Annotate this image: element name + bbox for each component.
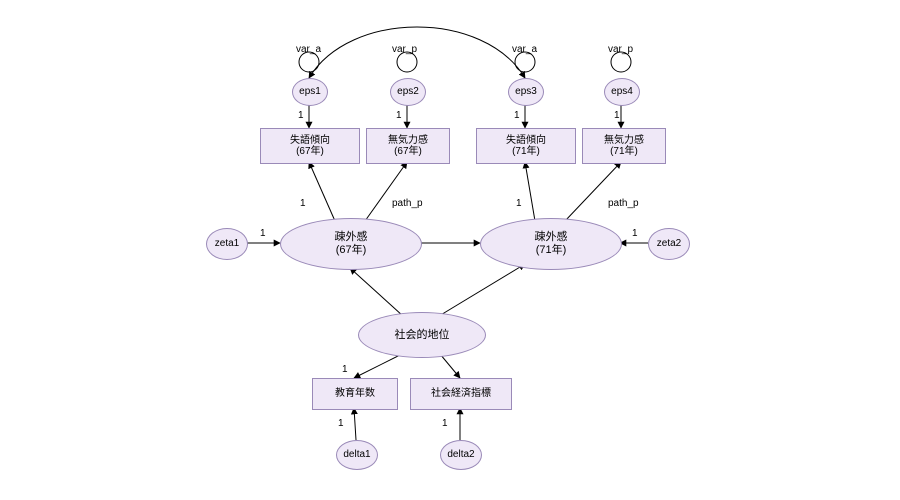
edge-e13	[439, 264, 525, 316]
node-ind6: 社会経済指標	[410, 378, 512, 410]
node-lat2: 疎外感 (71年)	[480, 218, 622, 270]
diagram-canvas: eps1 eps2 eps3 eps4 失語傾向 (67年)無気力感 (67年) 失語傾向…	[0, 0, 900, 500]
edge-e16	[354, 408, 356, 440]
label-vl_var_p1: var_p	[392, 44, 417, 55]
label-el_delta1_1: 1	[338, 418, 344, 429]
node-eps1: eps1	[292, 78, 328, 106]
label-el_ses_1: 1	[342, 364, 348, 375]
label-el_pathp1: path_p	[392, 198, 423, 209]
node-ind5: 教育年数	[312, 378, 398, 410]
node-delta2: delta2	[440, 440, 482, 470]
edges-layer	[0, 0, 900, 500]
label-vl_var_a1: var_a	[296, 44, 321, 55]
label-el_zeta1_1: 1	[260, 228, 266, 239]
label-vl_var_p2: var_p	[608, 44, 633, 55]
edge-e7	[525, 162, 535, 221]
label-el_pathp2: path_p	[608, 198, 639, 209]
node-eps3: eps3	[508, 78, 544, 106]
node-lat1: 疎外感 (67年)	[280, 218, 422, 270]
label-el_eps4_1: 1	[614, 110, 620, 121]
node-ind4: 無気力感 (71年)	[582, 128, 666, 164]
selfloop-sl_eps1	[299, 52, 319, 72]
label-el_eps3_1: 1	[514, 110, 520, 121]
edge-e6	[365, 162, 407, 221]
label-el_delta2_1: 1	[442, 418, 448, 429]
node-zeta2: zeta2	[648, 228, 690, 260]
selfloop-sl_eps4	[611, 52, 631, 72]
edge-e5	[309, 162, 335, 221]
selfloop-sl_eps3	[515, 52, 535, 72]
edge-e12	[350, 268, 403, 316]
node-eps4: eps4	[604, 78, 640, 106]
label-el_zeta2_1: 1	[632, 228, 638, 239]
label-el_lat1_1: 1	[300, 198, 306, 209]
edge-e14	[354, 354, 402, 378]
node-delta1: delta1	[336, 440, 378, 470]
edge-e15	[440, 354, 460, 378]
label-el_eps2_1: 1	[396, 110, 402, 121]
node-ind3: 失語傾向 (71年)	[476, 128, 576, 164]
label-vl_var_a2: var_a	[512, 44, 537, 55]
node-ind2: 無気力感 (67年)	[366, 128, 450, 164]
node-ind1: 失語傾向 (67年)	[260, 128, 360, 164]
label-el_eps1_1: 1	[298, 110, 304, 121]
selfloop-sl_eps2	[397, 52, 417, 72]
node-zeta1: zeta1	[206, 228, 248, 260]
label-el_lat2_1: 1	[516, 198, 522, 209]
edge-e8	[565, 162, 621, 221]
node-eps2: eps2	[390, 78, 426, 106]
node-ses: 社会的地位	[358, 312, 486, 358]
